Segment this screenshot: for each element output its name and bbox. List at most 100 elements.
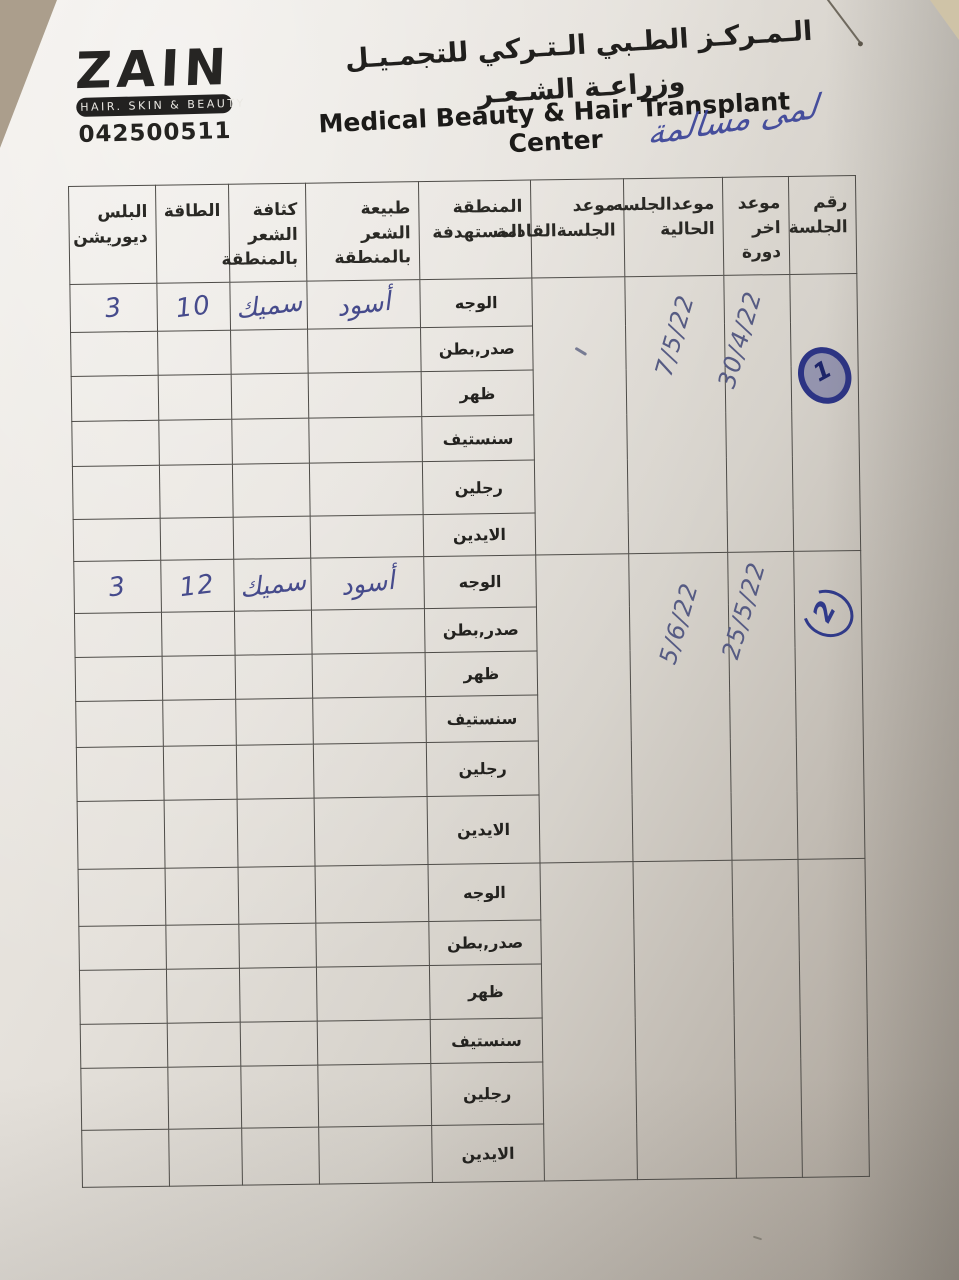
session-no-cell: 1 xyxy=(787,273,862,552)
col-header-energy: الطاقة xyxy=(155,184,230,284)
energy-cell xyxy=(168,1128,243,1187)
handwritten-session-number: 1 xyxy=(787,337,862,414)
pulse-duration-cell xyxy=(75,656,163,702)
hair-nature-cell xyxy=(309,461,424,517)
energy-cell xyxy=(160,517,234,561)
last-cycle-date-cell: 25/5/22 xyxy=(717,551,798,861)
area-label-cell: رجلين xyxy=(430,1061,544,1126)
hair-density-cell xyxy=(239,967,318,1023)
brand-name: ZAIN xyxy=(74,37,233,101)
hair-density-cell xyxy=(234,610,313,656)
handwritten-value: أسود xyxy=(335,286,393,323)
handwritten-value: 10 xyxy=(174,289,213,324)
area-label-cell: ظهر xyxy=(429,963,543,1020)
pulse-duration-cell xyxy=(77,800,166,870)
next-session-date-cell xyxy=(531,276,629,556)
hair-density-cell xyxy=(231,418,310,465)
hair-nature-cell xyxy=(312,652,426,699)
hair-nature-cell xyxy=(318,1125,433,1185)
pulse-duration-cell xyxy=(71,375,159,422)
hair-density-cell xyxy=(240,1065,319,1129)
hair-nature-cell xyxy=(308,416,423,464)
pulse-duration-cell xyxy=(75,700,164,748)
pulse-duration-cell xyxy=(74,612,163,658)
ink-speck xyxy=(752,1235,763,1241)
energy-cell: 12 xyxy=(160,559,235,613)
treatment-sessions-table: رقم الجلسة موعد اخر دورة موعدالجلسه الحا… xyxy=(68,175,870,1188)
hair-density-cell xyxy=(230,329,309,375)
hair-density-cell xyxy=(233,516,311,560)
area-label-cell: سنستيف xyxy=(430,1017,543,1064)
area-label-cell: الايدين xyxy=(423,513,536,557)
col-header-session-no: رقم الجلسة xyxy=(788,175,857,275)
energy-cell xyxy=(165,924,240,970)
hair-nature-cell xyxy=(316,965,431,1022)
area-label-cell: صدر,بطن xyxy=(428,919,542,966)
hair-nature-cell xyxy=(315,864,429,924)
last-cycle-date-cell: 30/4/22 xyxy=(713,274,794,553)
clinic-logo: ZAIN HAIR. SKIN & BEAUTY 042500511 xyxy=(74,37,246,148)
hair-density-cell xyxy=(241,1127,320,1186)
col-header-next-session: موعد الجلسةالقادمة xyxy=(496,178,625,279)
area-label-cell: صدر,بطن xyxy=(420,326,534,372)
pulse-duration-cell xyxy=(71,420,160,467)
area-label-cell: سنستيف xyxy=(425,694,539,743)
area-label-cell: سنستيف xyxy=(421,415,535,462)
hair-density-cell xyxy=(240,1021,318,1067)
hair-density-cell xyxy=(238,866,316,925)
area-label-cell: رجلين xyxy=(422,460,536,515)
hair-nature-cell xyxy=(317,1063,432,1128)
current-session-date-cell: 7/5/22 xyxy=(624,275,728,554)
handwritten-date: 5/6/22 xyxy=(654,579,705,668)
handwritten-value: 3 xyxy=(103,291,125,324)
pen-mark xyxy=(574,346,588,357)
hair-nature-cell: أسود xyxy=(310,556,425,611)
hair-nature-cell xyxy=(310,514,424,559)
area-label-cell: صدر,بطن xyxy=(424,607,538,653)
area-label-cell: الوجه xyxy=(428,862,541,922)
pulse-duration-cell xyxy=(78,868,166,927)
energy-cell xyxy=(165,867,239,926)
energy-cell: 10 xyxy=(156,282,231,332)
hair-density-cell xyxy=(235,698,314,746)
hair-density-cell: سميك xyxy=(233,558,312,612)
energy-cell xyxy=(167,1022,241,1068)
pulse-duration-cell xyxy=(79,969,168,1025)
handwritten-session-number: 2 xyxy=(794,581,862,646)
col-header-last-cycle: موعد اخر دورة xyxy=(722,176,790,276)
hair-nature-cell xyxy=(308,371,422,419)
energy-cell xyxy=(158,374,232,421)
energy-cell xyxy=(167,1066,242,1130)
hair-nature-cell xyxy=(313,742,428,799)
energy-cell xyxy=(157,330,232,376)
hair-nature-cell xyxy=(317,1019,431,1066)
pulse-duration-cell xyxy=(80,1067,169,1131)
hair-density-cell xyxy=(237,798,316,868)
table-row: الوجه xyxy=(78,858,870,1181)
pulse-duration-cell xyxy=(72,465,161,520)
area-label-cell: رجلين xyxy=(426,740,540,797)
hair-density-cell xyxy=(232,463,311,518)
handwritten-value: أسود xyxy=(338,565,397,602)
handwritten-value: سميك xyxy=(237,565,308,604)
pulse-duration-cell xyxy=(81,1129,170,1188)
col-header-pulse-duration: البلس ديوريشن xyxy=(68,185,157,285)
hair-density-cell xyxy=(231,373,309,420)
hair-density-cell xyxy=(235,654,313,700)
hair-nature-cell xyxy=(311,608,426,655)
pulse-duration-cell xyxy=(73,518,161,562)
hair-density-cell: سميك xyxy=(229,281,308,331)
current-session-date-cell: 5/6/22 xyxy=(628,552,732,862)
area-label-cell: الوجه xyxy=(419,278,533,328)
area-label-cell: الوجه xyxy=(423,555,537,609)
current-session-date-cell xyxy=(632,860,737,1180)
energy-cell xyxy=(158,419,233,466)
handwritten-value: 3 xyxy=(107,570,129,603)
pulse-duration-cell xyxy=(80,1023,168,1069)
phone-number: 042500511 xyxy=(78,117,232,148)
sessions-table-wrapper: رقم الجلسة موعد اخر دورة موعدالجلسه الحا… xyxy=(68,175,870,1188)
col-header-current-session: موعدالجلسه الحالية xyxy=(613,177,724,277)
last-cycle-date-cell xyxy=(731,859,803,1179)
